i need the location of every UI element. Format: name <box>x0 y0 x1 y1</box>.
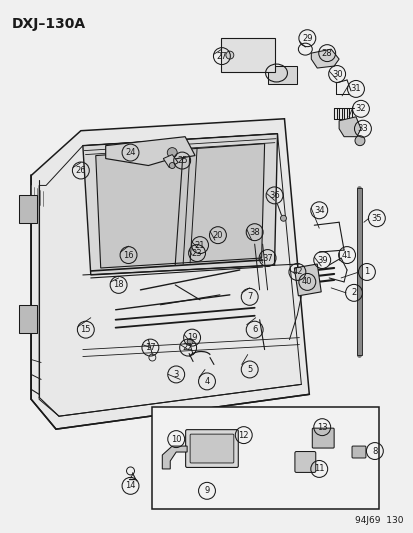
Text: 15: 15 <box>81 325 91 334</box>
Text: 22: 22 <box>183 343 193 352</box>
Text: 5: 5 <box>247 365 252 374</box>
Text: 12: 12 <box>238 431 248 440</box>
Circle shape <box>225 51 233 59</box>
Text: 94J69  130: 94J69 130 <box>354 515 403 524</box>
Circle shape <box>187 338 192 345</box>
Text: 1: 1 <box>363 268 369 277</box>
FancyBboxPatch shape <box>267 66 297 84</box>
Text: DXJ–130A: DXJ–130A <box>11 17 85 31</box>
Text: 41: 41 <box>341 251 351 260</box>
FancyBboxPatch shape <box>19 196 37 223</box>
Text: 27: 27 <box>216 52 227 61</box>
Text: 37: 37 <box>261 254 272 263</box>
Text: 25: 25 <box>176 156 187 165</box>
Text: 28: 28 <box>321 49 332 58</box>
Text: 30: 30 <box>331 69 342 78</box>
Text: 16: 16 <box>123 251 133 260</box>
Text: 11: 11 <box>313 464 324 473</box>
FancyBboxPatch shape <box>311 428 333 448</box>
Text: 31: 31 <box>350 84 361 93</box>
FancyBboxPatch shape <box>190 434 233 463</box>
Text: 34: 34 <box>313 206 324 215</box>
FancyBboxPatch shape <box>185 430 238 467</box>
Polygon shape <box>294 264 320 296</box>
Text: 38: 38 <box>249 228 259 237</box>
Text: 35: 35 <box>370 214 381 223</box>
Text: 39: 39 <box>316 255 327 264</box>
Text: 7: 7 <box>247 292 252 301</box>
Text: 3: 3 <box>173 370 178 379</box>
Circle shape <box>167 148 177 158</box>
Circle shape <box>354 136 364 146</box>
FancyBboxPatch shape <box>351 446 365 458</box>
Polygon shape <box>105 136 195 166</box>
Polygon shape <box>83 134 277 275</box>
Text: 33: 33 <box>357 124 368 133</box>
Polygon shape <box>338 117 360 136</box>
Text: 2: 2 <box>351 288 356 297</box>
Text: 18: 18 <box>113 280 123 289</box>
Text: 6: 6 <box>252 325 257 334</box>
Text: 13: 13 <box>316 423 327 432</box>
Text: 23: 23 <box>191 248 202 257</box>
Polygon shape <box>311 49 338 68</box>
Text: 29: 29 <box>301 34 312 43</box>
Text: 24: 24 <box>125 148 135 157</box>
FancyBboxPatch shape <box>19 305 37 333</box>
Text: 42: 42 <box>292 268 302 277</box>
Polygon shape <box>162 446 187 469</box>
Text: 10: 10 <box>171 434 181 443</box>
Text: 4: 4 <box>204 377 209 386</box>
FancyBboxPatch shape <box>221 38 274 72</box>
Text: 14: 14 <box>125 481 135 490</box>
Circle shape <box>280 215 286 221</box>
Text: 8: 8 <box>371 447 377 456</box>
Polygon shape <box>31 119 309 429</box>
Text: 32: 32 <box>355 104 366 114</box>
Text: 19: 19 <box>186 333 197 342</box>
Polygon shape <box>163 155 178 167</box>
FancyBboxPatch shape <box>294 451 315 472</box>
Circle shape <box>169 163 175 168</box>
Text: 26: 26 <box>75 166 86 175</box>
Text: 40: 40 <box>301 277 312 286</box>
Text: 21: 21 <box>195 240 205 249</box>
Polygon shape <box>95 144 264 268</box>
Text: 17: 17 <box>145 343 155 352</box>
Text: 9: 9 <box>204 486 209 495</box>
Text: 36: 36 <box>268 191 279 200</box>
Text: 20: 20 <box>212 231 223 240</box>
Polygon shape <box>356 188 361 354</box>
Bar <box>152 407 378 508</box>
